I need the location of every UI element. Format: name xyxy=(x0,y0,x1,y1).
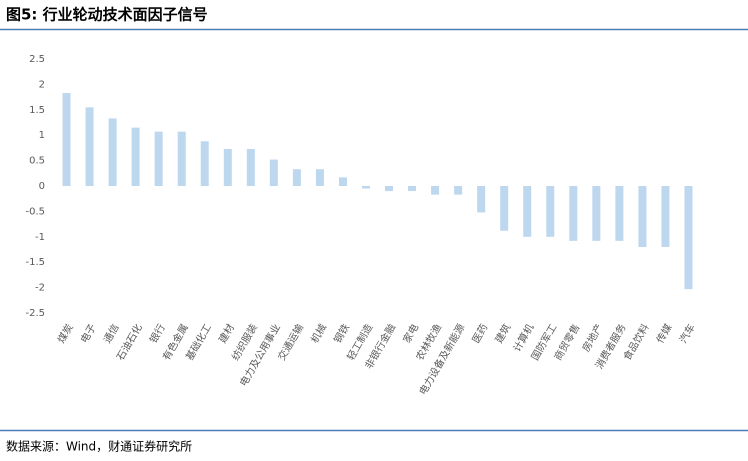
y-tick-label: 0.5 xyxy=(29,156,45,167)
x-tick-label: 通信 xyxy=(101,322,121,345)
bar xyxy=(592,186,601,241)
x-tick-label: 汽车 xyxy=(676,322,697,346)
bar xyxy=(200,141,209,186)
x-tick-label: 房地产 xyxy=(579,322,605,354)
bar xyxy=(385,186,394,192)
y-tick-label: 2 xyxy=(39,79,45,90)
bar xyxy=(269,159,278,186)
bar xyxy=(454,186,463,195)
x-tick-label: 建材 xyxy=(216,322,237,346)
y-tick-label: -0.5 xyxy=(25,206,45,217)
bar xyxy=(361,186,370,189)
bar xyxy=(431,186,440,195)
bar xyxy=(246,148,255,186)
bar xyxy=(315,169,324,186)
source-note: 数据来源：Wind，财通证券研究所 xyxy=(6,439,192,454)
y-tick-label: 2.5 xyxy=(29,54,45,65)
bar xyxy=(684,186,693,290)
bar xyxy=(408,186,417,192)
y-tick-label: -1 xyxy=(35,232,45,243)
bar xyxy=(177,131,186,186)
bar xyxy=(292,169,301,186)
y-tick-label: -2 xyxy=(35,283,45,294)
bar xyxy=(62,93,71,186)
x-tick-label: 建筑 xyxy=(492,321,513,345)
bar xyxy=(131,127,140,186)
bar xyxy=(569,186,578,241)
y-tick-label: 1.5 xyxy=(29,105,45,116)
bar xyxy=(338,177,347,186)
x-tick-label: 医药 xyxy=(470,322,490,345)
bar xyxy=(661,186,670,247)
bar xyxy=(108,118,117,186)
y-tick-label: 1 xyxy=(39,130,45,141)
bar xyxy=(546,186,555,237)
x-tick-label: 钢铁 xyxy=(331,322,352,346)
x-tick-label: 计算机 xyxy=(510,322,536,354)
y-tick-label: 0 xyxy=(39,181,45,192)
x-tick-label: 家电 xyxy=(400,322,421,346)
x-tick-label: 传媒 xyxy=(654,322,674,345)
x-tick-label: 机械 xyxy=(308,322,329,346)
x-tick-label: 电子 xyxy=(77,322,98,346)
y-tick-label: -1.5 xyxy=(25,257,45,268)
y-tick-label: -2.5 xyxy=(25,308,45,319)
bar xyxy=(615,186,624,241)
bar xyxy=(500,186,509,231)
bar xyxy=(154,131,163,186)
chart-title: 图5: 行业轮动技术面因子信号 xyxy=(6,6,208,24)
bar xyxy=(223,148,232,186)
bar xyxy=(523,186,532,237)
x-tick-label: 银行 xyxy=(147,322,168,346)
x-tick-label: 煤炭 xyxy=(54,322,75,346)
bar xyxy=(638,186,647,247)
bar xyxy=(477,186,486,213)
bar xyxy=(85,107,94,186)
